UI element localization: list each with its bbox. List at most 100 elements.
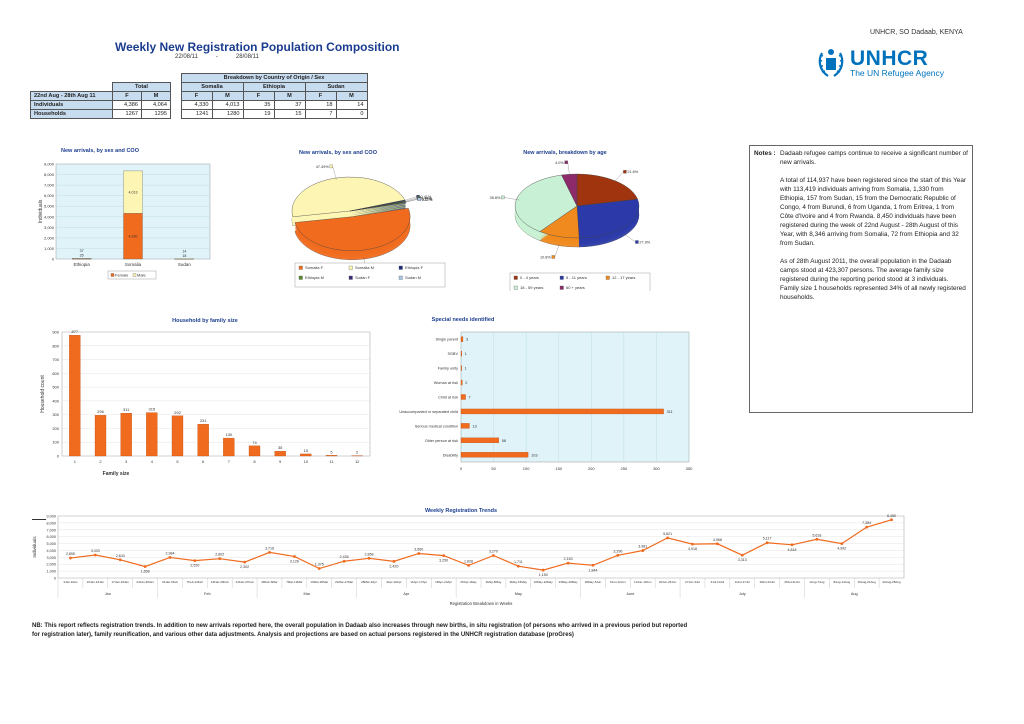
plot-area: [460, 331, 690, 463]
data-point: [467, 564, 470, 567]
chart-title: New arrivals, by sex and COO: [61, 148, 140, 154]
chart-title: New arrivals, by sex and COO: [299, 150, 378, 156]
legend-swatch: [298, 275, 303, 280]
data-label: 4,992: [837, 547, 846, 551]
data-label: 4,818: [788, 548, 797, 552]
pie-slice: [291, 176, 406, 217]
x-tick-label: 6Jun-12Jun: [610, 580, 626, 584]
x-tick-label: 200: [588, 466, 595, 471]
slice-label: 0.21%: [421, 197, 432, 201]
month-label: Jan: [105, 592, 111, 596]
legend-swatch: [298, 265, 303, 270]
y-tick-label: 6,000: [46, 535, 56, 539]
data-point: [890, 518, 893, 522]
legend-label: Male: [137, 273, 146, 278]
legend-swatch: [605, 275, 610, 280]
bar: [460, 336, 464, 342]
table-cell: 35: [242, 100, 275, 110]
y-tick-label: 100: [52, 440, 59, 445]
data-point: [790, 543, 794, 547]
y-tick-label: 700: [52, 357, 59, 362]
bar: [460, 437, 499, 443]
data-label: 2,520: [190, 564, 199, 568]
unhcr-logo: UNHCR The UN Refugee Agency: [816, 46, 944, 80]
legend-label: Ethiopia F: [405, 265, 424, 270]
plot-area: [57, 515, 905, 579]
x-tick-label: 4: [151, 459, 154, 464]
x-axis-label: Registration Breakdown in Weeks: [450, 601, 513, 606]
bar: [248, 445, 261, 457]
pie-slice-depth: [350, 205, 406, 216]
month-label: May: [515, 592, 522, 596]
slice-label: 0.44%: [421, 196, 432, 200]
data-label: 4,330: [129, 235, 138, 239]
x-tick-label: 100: [523, 466, 530, 471]
label-key: [417, 197, 421, 201]
bar: [171, 415, 184, 457]
slice-label: 10.8%: [540, 255, 551, 259]
data-point: [442, 554, 446, 558]
pie-slice-depth: [350, 206, 406, 217]
x-tick-label: 1Aug-7Aug: [809, 580, 824, 584]
month-label: June: [626, 592, 634, 596]
data-label: 58: [502, 439, 506, 443]
bar: [69, 335, 81, 457]
data-point: [666, 536, 670, 540]
y-tick-label: 9,000: [44, 162, 55, 167]
breakdown-table: Breakdown by Country of Origin / Sex Tot…: [30, 73, 368, 119]
table-cell: 14: [335, 100, 368, 110]
data-point: [292, 555, 296, 558]
pie-slice-depth: [350, 206, 407, 216]
data-label: 3,296: [613, 549, 622, 553]
data-point: [815, 537, 819, 541]
table-cell: 7: [304, 109, 337, 119]
legend-label: Female: [115, 273, 129, 278]
data-label: 3,313: [738, 558, 747, 562]
legend-label: 0 - 4 years: [520, 275, 539, 280]
bar: [223, 437, 235, 457]
bar: [197, 424, 209, 457]
chart-title: New arrivals, breakdown by age: [523, 150, 606, 156]
pie-slice-depth: [350, 203, 407, 213]
data-label: 13: [472, 424, 476, 428]
row-label: Individuals: [30, 100, 113, 110]
leader-line: [402, 196, 417, 202]
slice-label: 0.41%: [421, 195, 432, 199]
data-point: [243, 560, 247, 564]
data-label: 292: [174, 410, 181, 415]
data-point: [541, 568, 545, 572]
data-point: [93, 553, 97, 557]
data-label: 35: [278, 445, 283, 450]
y-tick-label: 500: [52, 385, 59, 390]
x-tick-label: 21Mar-27Mar: [335, 580, 353, 584]
age-pie-chart: New arrivals, breakdown by age 21.6% 27.9%…: [490, 150, 651, 291]
pie-slice-depth: [350, 203, 407, 213]
sex-header: M: [273, 91, 306, 101]
data-label: 877: [71, 329, 78, 334]
table-cell: 4,330: [180, 100, 213, 110]
data-label: 103: [531, 453, 537, 457]
data-label: 3,716: [265, 546, 274, 550]
y-tick-label: 4,000: [46, 549, 56, 553]
x-tick-label: 2May-8May: [486, 580, 502, 584]
x-tick-label: 10Jan-16Jan: [87, 580, 105, 584]
data-label: 2,858: [365, 552, 374, 556]
special-needs-bar-chart: Special needs identified 0 50 100 150 200 250 3…: [399, 317, 693, 471]
pie-slice-depth: [350, 206, 407, 216]
sex-coo-pie-chart: New arrivals, by sex and COO51.29%47.49%…: [291, 150, 446, 288]
x-tick-label: 7Feb-13Feb: [187, 580, 204, 584]
y-tick-label: 7,000: [46, 528, 56, 532]
month-label: Apr: [403, 592, 410, 596]
table-cell: 4,386: [112, 100, 142, 110]
data-point: [740, 553, 744, 557]
data-point: [715, 542, 719, 546]
x-tick-label: 8Aug-14Aug: [833, 580, 850, 584]
chart-title: Special needs identified: [432, 317, 495, 323]
y-tick-label: 5,000: [46, 542, 56, 546]
bar: [460, 408, 664, 415]
data-point: [367, 556, 371, 560]
slice-label: 47.49%: [316, 165, 330, 169]
trend-line: [70, 519, 892, 571]
sex-header: F: [112, 91, 142, 101]
y-tick-label: 7,000: [44, 183, 55, 188]
